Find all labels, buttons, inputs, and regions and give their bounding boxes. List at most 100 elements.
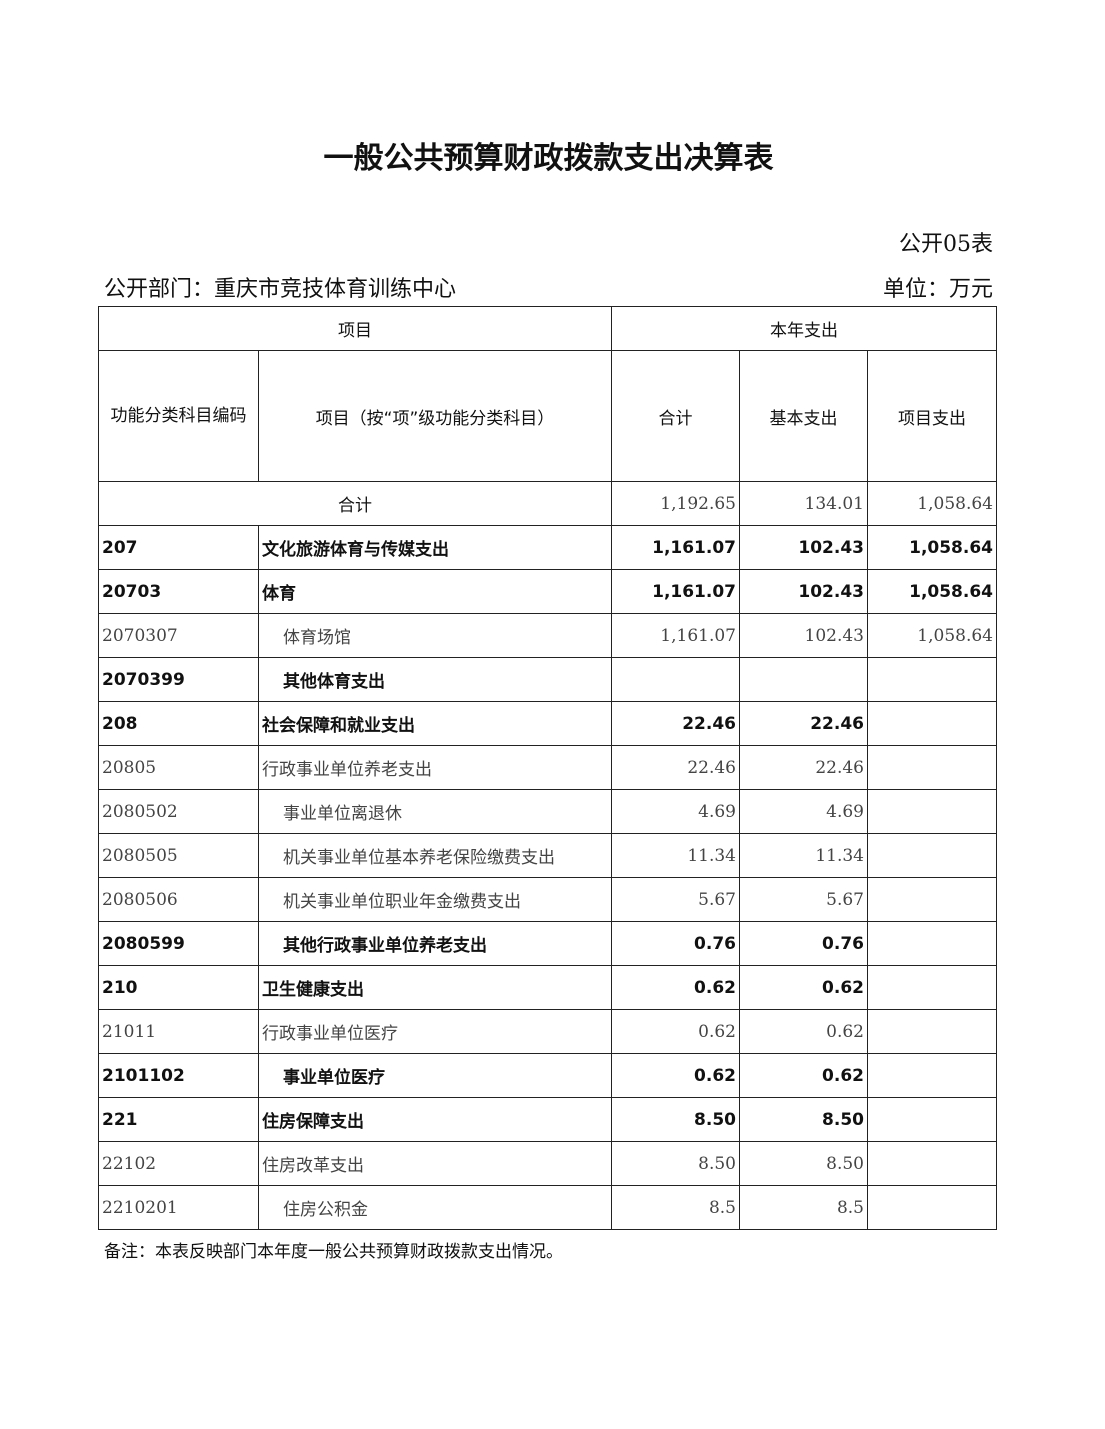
row-project <box>867 877 997 922</box>
row-name: 事业单位医疗 <box>258 1053 612 1098</box>
row-total: 0.62 <box>611 965 740 1010</box>
row-basic: 0.62 <box>739 1009 868 1054</box>
row-project <box>867 789 997 834</box>
row-basic: 5.67 <box>739 877 868 922</box>
row-name: 机关事业单位基本养老保险缴费支出 <box>258 833 612 878</box>
row-basic: 8.5 <box>739 1185 868 1230</box>
row-total: 22.46 <box>611 701 740 746</box>
row-total: 1,161.07 <box>611 613 740 658</box>
total-basic: 134.01 <box>739 481 868 526</box>
row-code: 2210201 <box>98 1185 259 1230</box>
row-total: 8.5 <box>611 1185 740 1230</box>
row-code: 2101102 <box>98 1053 259 1098</box>
row-total: 8.50 <box>611 1097 740 1142</box>
table-row: 2101102 事业单位医疗 0.62 0.62 <box>98 1053 997 1098</box>
header-row-1: 项目 本年支出 <box>98 306 997 351</box>
row-name: 住房保障支出 <box>258 1097 612 1142</box>
table-row: 207 文化旅游体育与传媒支出 1,161.07 102.43 1,058.64 <box>98 525 997 570</box>
row-basic: 4.69 <box>739 789 868 834</box>
row-code: 208 <box>98 701 259 746</box>
header-row-2: 功能分类科目编码 项目（按“项”级功能分类科目） 合计 基本支出 项目支出 <box>98 350 997 482</box>
row-basic: 22.46 <box>739 701 868 746</box>
table-row: 20805 行政事业单位养老支出 22.46 22.46 <box>98 745 997 790</box>
row-project <box>867 921 997 966</box>
row-basic: 0.76 <box>739 921 868 966</box>
row-project: 1,058.64 <box>867 569 997 614</box>
row-code: 20703 <box>98 569 259 614</box>
row-basic: 0.62 <box>739 965 868 1010</box>
row-basic: 102.43 <box>739 569 868 614</box>
row-total: 4.69 <box>611 789 740 834</box>
row-project: 1,058.64 <box>867 525 997 570</box>
row-name: 体育场馆 <box>258 613 612 658</box>
row-code: 2080599 <box>98 921 259 966</box>
table-row: 2080505 机关事业单位基本养老保险缴费支出 11.34 11.34 <box>98 833 997 878</box>
table-row: 2080599 其他行政事业单位养老支出 0.76 0.76 <box>98 921 997 966</box>
row-code: 22102 <box>98 1141 259 1186</box>
row-name: 住房公积金 <box>258 1185 612 1230</box>
row-total: 1,161.07 <box>611 569 740 614</box>
table-row: 2070307 体育场馆 1,161.07 102.43 1,058.64 <box>98 613 997 658</box>
table-row: 22102 住房改革支出 8.50 8.50 <box>98 1141 997 1186</box>
header-item-name: 项目（按“项”级功能分类科目） <box>258 350 612 482</box>
row-name: 其他行政事业单位养老支出 <box>258 921 612 966</box>
row-name: 行政事业单位养老支出 <box>258 745 612 790</box>
unit-label: 单位：万元 <box>882 277 993 302</box>
row-code: 210 <box>98 965 259 1010</box>
row-code: 2080505 <box>98 833 259 878</box>
expenditure-table: 项目 本年支出 功能分类科目编码 项目（按“项”级功能分类科目） 合计 基本支出… <box>98 306 997 1230</box>
row-basic: 0.62 <box>739 1053 868 1098</box>
row-code: 2080502 <box>98 789 259 834</box>
row-code: 2080506 <box>98 877 259 922</box>
row-basic: 8.50 <box>739 1097 868 1142</box>
row-project <box>867 965 997 1010</box>
total-total: 1,192.65 <box>611 481 740 526</box>
row-project <box>867 701 997 746</box>
row-name: 文化旅游体育与传媒支出 <box>258 525 612 570</box>
row-name: 卫生健康支出 <box>258 965 612 1010</box>
row-project <box>867 657 997 702</box>
row-name: 社会保障和就业支出 <box>258 701 612 746</box>
total-project: 1,058.64 <box>867 481 997 526</box>
row-name: 体育 <box>258 569 612 614</box>
header-item: 项目 <box>98 306 612 351</box>
row-name: 机关事业单位职业年金缴费支出 <box>258 877 612 922</box>
row-name: 其他体育支出 <box>258 657 612 702</box>
row-basic: 8.50 <box>739 1141 868 1186</box>
table-row: 221 住房保障支出 8.50 8.50 <box>98 1097 997 1142</box>
row-project <box>867 745 997 790</box>
table-row: 20703 体育 1,161.07 102.43 1,058.64 <box>98 569 997 614</box>
row-project <box>867 1053 997 1098</box>
row-project <box>867 833 997 878</box>
page-title: 一般公共预算财政拨款支出决算表 <box>323 141 774 176</box>
table-row: 2080502 事业单位离退休 4.69 4.69 <box>98 789 997 834</box>
row-total: 5.67 <box>611 877 740 922</box>
row-code: 21011 <box>98 1009 259 1054</box>
row-name: 事业单位离退休 <box>258 789 612 834</box>
row-basic <box>739 657 868 702</box>
row-total: 0.76 <box>611 921 740 966</box>
table-row: 208 社会保障和就业支出 22.46 22.46 <box>98 701 997 746</box>
total-row: 合计 1,192.65 134.01 1,058.64 <box>98 481 997 526</box>
header-current-year: 本年支出 <box>611 306 997 351</box>
row-project <box>867 1141 997 1186</box>
row-project <box>867 1097 997 1142</box>
table-row: 2070399 其他体育支出 <box>98 657 997 702</box>
row-code: 2070307 <box>98 613 259 658</box>
table-row: 2080506 机关事业单位职业年金缴费支出 5.67 5.67 <box>98 877 997 922</box>
header-basic: 基本支出 <box>739 350 868 482</box>
row-basic: 11.34 <box>739 833 868 878</box>
row-project <box>867 1185 997 1230</box>
row-basic: 102.43 <box>739 613 868 658</box>
header-total: 合计 <box>611 350 740 482</box>
row-code: 2070399 <box>98 657 259 702</box>
row-basic: 102.43 <box>739 525 868 570</box>
row-total: 0.62 <box>611 1009 740 1054</box>
row-total <box>611 657 740 702</box>
row-project <box>867 1009 997 1054</box>
header-code: 功能分类科目编码 <box>98 350 259 482</box>
row-total: 22.46 <box>611 745 740 790</box>
table-row: 210 卫生健康支出 0.62 0.62 <box>98 965 997 1010</box>
row-code: 221 <box>98 1097 259 1142</box>
